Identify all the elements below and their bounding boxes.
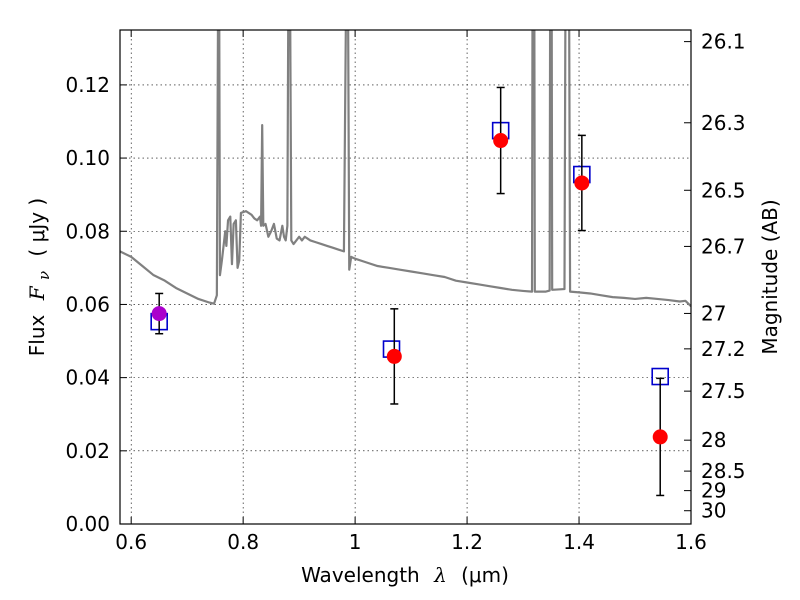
y-axis-title: Flux F ν ( μJy ) bbox=[25, 198, 54, 356]
observed-photometry-point bbox=[493, 133, 509, 149]
y2-tick-label: 26.1 bbox=[701, 30, 746, 54]
observed-photometry-point bbox=[574, 175, 590, 191]
x-axis-title-text: Wavelength bbox=[301, 563, 420, 587]
y2-tick-label: 26.3 bbox=[701, 111, 746, 135]
y2-axis-title: Magnitude (AB) bbox=[758, 199, 782, 354]
y-tick-label: 0.02 bbox=[65, 439, 110, 463]
plot-frame bbox=[119, 29, 692, 525]
y2-tick-label: 27.2 bbox=[701, 337, 746, 361]
y2-tick-label: 29 bbox=[701, 479, 726, 503]
x-tick-label: 1 bbox=[349, 530, 362, 554]
series-layer bbox=[120, 30, 691, 308]
x-tick-label: 0.8 bbox=[227, 530, 259, 554]
y-tick-label: 0.08 bbox=[65, 219, 110, 243]
x-tick-label: 1.4 bbox=[563, 530, 595, 554]
plot-background bbox=[120, 30, 691, 524]
y-tick-label: 0.06 bbox=[65, 292, 110, 316]
x-tick-label: 0.6 bbox=[115, 530, 147, 554]
y2-tick-label: 28 bbox=[701, 428, 726, 452]
spectrum-line bbox=[120, 30, 691, 308]
y2-tick-label: 27.5 bbox=[701, 379, 746, 403]
x-tick-label: 1.6 bbox=[675, 530, 707, 554]
y-tick-label: 0.12 bbox=[65, 73, 110, 97]
ticks: 0.6 0.8 1 1.2 1.4 1.6 0.00 0.02 0.04 0.06 0.08 0.10… bbox=[65, 30, 745, 554]
y-tick-label: 0.10 bbox=[65, 146, 110, 170]
y-tick-label: 0.04 bbox=[65, 366, 110, 390]
y2-tick-label: 27 bbox=[701, 301, 726, 325]
y2-tick-label: 30 bbox=[701, 499, 726, 523]
markers-layer bbox=[150, 86, 670, 497]
y-axis-title-unit: ( μJy ) bbox=[25, 198, 49, 257]
y2-tick-label: 26.7 bbox=[701, 234, 746, 258]
observed-photometry-point bbox=[386, 348, 402, 364]
observed-photometry-point bbox=[151, 306, 167, 322]
x-axis-title-unit: (μm) bbox=[461, 563, 509, 587]
x-axis-title: Wavelength λ (μm) bbox=[301, 563, 509, 587]
observed-photometry-point bbox=[652, 429, 668, 445]
y2-tick-label: 26.5 bbox=[701, 178, 746, 202]
y-axis-title-symbol: F bbox=[25, 285, 49, 301]
y-axis-title-subscript: ν bbox=[35, 271, 53, 280]
y-axis-title-text: Flux bbox=[25, 314, 49, 356]
x-tick-label: 1.2 bbox=[451, 530, 483, 554]
x-axis-title-symbol: λ bbox=[433, 563, 447, 587]
y2-tick-label: 28.5 bbox=[701, 459, 746, 483]
y-tick-label: 0.00 bbox=[65, 512, 110, 536]
